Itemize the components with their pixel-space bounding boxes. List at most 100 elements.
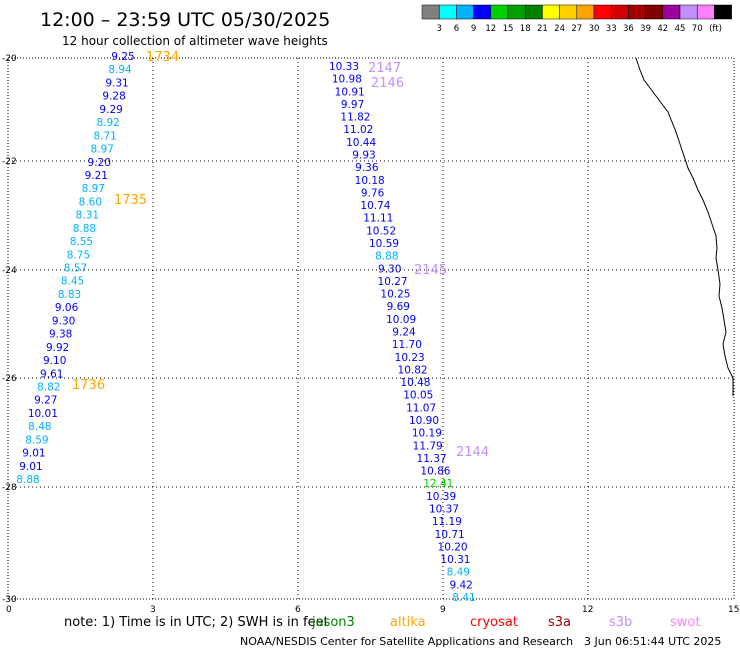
satellite-name: s3a — [548, 615, 571, 630]
wave-height-value: 10.71 — [435, 529, 465, 541]
legend-swatch — [645, 4, 664, 20]
wave-height-value: 10.31 — [440, 554, 470, 566]
legend-label: 15 — [503, 24, 514, 34]
wave-height-value: 9.01 — [19, 461, 42, 473]
footer-note: note: 1) Time is in UTC; 2) SWH is in fe… — [64, 615, 329, 630]
lon-label: 12 — [582, 605, 593, 615]
wave-height-value: 10.91 — [335, 86, 365, 98]
wave-height-value: 10.37 — [429, 504, 459, 516]
wave-height-value: 8.57 — [64, 263, 87, 275]
wave-height-value: 10.25 — [380, 289, 410, 301]
legend-swatch — [610, 4, 629, 20]
wave-height-value: 9.25 — [111, 51, 134, 63]
wave-height-value: 10.86 — [420, 466, 450, 478]
legend-swatch — [456, 4, 474, 20]
legend-swatch — [593, 4, 612, 20]
wave-height-value: 10.05 — [403, 390, 433, 402]
legend-label: 12 — [485, 24, 496, 34]
wave-height-value: 8.83 — [58, 289, 81, 301]
wave-height-value: 11.02 — [343, 124, 373, 136]
wave-height-value: 9.20 — [88, 157, 111, 169]
wave-height-value: 8.88 — [375, 251, 398, 263]
wave-height-value: 8.60 — [79, 196, 102, 208]
map-frame — [7, 57, 735, 600]
pass-time-label: 1735 — [114, 193, 147, 208]
legend-label: 24 — [554, 24, 565, 34]
wave-height-value: 9.36 — [355, 162, 379, 174]
wave-height-value: 8.49 — [447, 567, 470, 579]
pass-time-label: 1736 — [72, 378, 105, 393]
satellite-legend: jason3 altika cryosat s3a s3b swot — [311, 615, 700, 630]
pass-time-label: 2147 — [368, 61, 401, 76]
wave-height-value: 8.75 — [67, 249, 90, 261]
wave-height-value: 8.48 — [28, 421, 51, 433]
wave-height-value: 9.93 — [352, 150, 375, 162]
lon-label: 9 — [440, 605, 446, 615]
lat-label: -28 — [2, 483, 17, 493]
wave-height-value: 10.27 — [378, 276, 408, 288]
lon-label: 15 — [728, 605, 739, 615]
wave-height-value: 9.31 — [105, 77, 128, 89]
wave-height-value: 9.30 — [52, 315, 75, 327]
wave-height-value: 10.98 — [332, 74, 362, 86]
wave-height-value: 10.19 — [412, 428, 442, 440]
pass-time-label: 2146 — [371, 76, 404, 91]
legend-label: 27 — [571, 24, 582, 34]
wave-height-value: 8.94 — [108, 64, 132, 76]
wave-height-value: 9.42 — [449, 579, 472, 591]
pass-time-labels: 1734 1735 1736 2147 2146 2145 2144 — [72, 50, 489, 460]
wave-height-value: 9.01 — [22, 448, 45, 460]
wave-height-value: 8.97 — [82, 183, 105, 195]
wave-height-value: 10.59 — [369, 238, 399, 250]
wave-height-value: 12.41 — [423, 478, 453, 490]
wave-height-value: 9.28 — [102, 91, 125, 103]
wave-height-value: 9.06 — [55, 302, 79, 314]
wave-height-value: 8.31 — [76, 210, 99, 222]
wave-height-value: 9.76 — [361, 187, 385, 199]
legend-label: 42 — [657, 24, 668, 34]
legend-label: 36 — [623, 24, 634, 34]
legend-label: 33 — [606, 24, 617, 34]
lat-label: -20 — [2, 54, 17, 64]
wave-height-value: 9.92 — [46, 342, 69, 354]
wave-height-value: 10.82 — [398, 364, 428, 376]
wave-height-value: 9.38 — [49, 329, 72, 341]
lat-label: -30 — [2, 595, 17, 605]
satellite-name: altika — [390, 615, 426, 630]
legend-swatch — [490, 4, 509, 20]
wave-height-value: 11.82 — [340, 112, 370, 124]
wave-height-value: 10.44 — [346, 137, 376, 149]
legend-label: 30 — [589, 24, 600, 34]
wave-height-value: 10.33 — [329, 61, 359, 73]
legend-swatch — [542, 4, 560, 20]
lon-label: 3 — [150, 605, 156, 615]
pass-time-label: 2145 — [414, 263, 447, 278]
legend-label: 6 — [454, 24, 459, 34]
legend-swatch — [507, 4, 526, 20]
wave-height-value: 10.48 — [400, 377, 430, 389]
wave-height-value: 10.74 — [360, 200, 390, 212]
satellite-name: cryosat — [470, 615, 518, 630]
wave-height-value: 10.01 — [28, 408, 58, 420]
footer-credit: NOAA/NESDIS Center for Satellite Applica… — [240, 635, 573, 648]
s3b-track: 10.3310.9810.919.9711.8211.0210.449.939.… — [329, 61, 476, 604]
coastline — [635, 57, 734, 396]
wave-height-value: 10.52 — [366, 225, 396, 237]
altika-track: 9.258.949.319.289.298.928.718.979.209.21… — [16, 51, 134, 486]
legend-swatch — [696, 4, 715, 20]
legend-swatch — [559, 4, 578, 20]
wave-height-value: 9.69 — [387, 301, 410, 313]
latitude-labels: -20 -22 -24 -26 -28 -30 — [2, 54, 17, 605]
wave-height-value: 9.97 — [341, 99, 364, 111]
legend-label: (ft) — [709, 24, 722, 34]
wave-height-value: 8.55 — [70, 236, 93, 248]
wave-height-value: 11.70 — [392, 339, 422, 351]
satellite-name: jason3 — [311, 615, 355, 630]
wave-height-value: 8.41 — [452, 592, 475, 604]
map-title: 12:00 – 23:59 UTC 05/30/2025 — [40, 9, 330, 31]
legend-label: 18 — [520, 24, 531, 34]
wave-height-value: 8.45 — [61, 276, 84, 288]
legend-swatch — [473, 4, 492, 20]
color-legend: 3 6 9 12 15 18 21 24 27 30 33 36 39 42 45 70 (ft) — [421, 4, 732, 34]
